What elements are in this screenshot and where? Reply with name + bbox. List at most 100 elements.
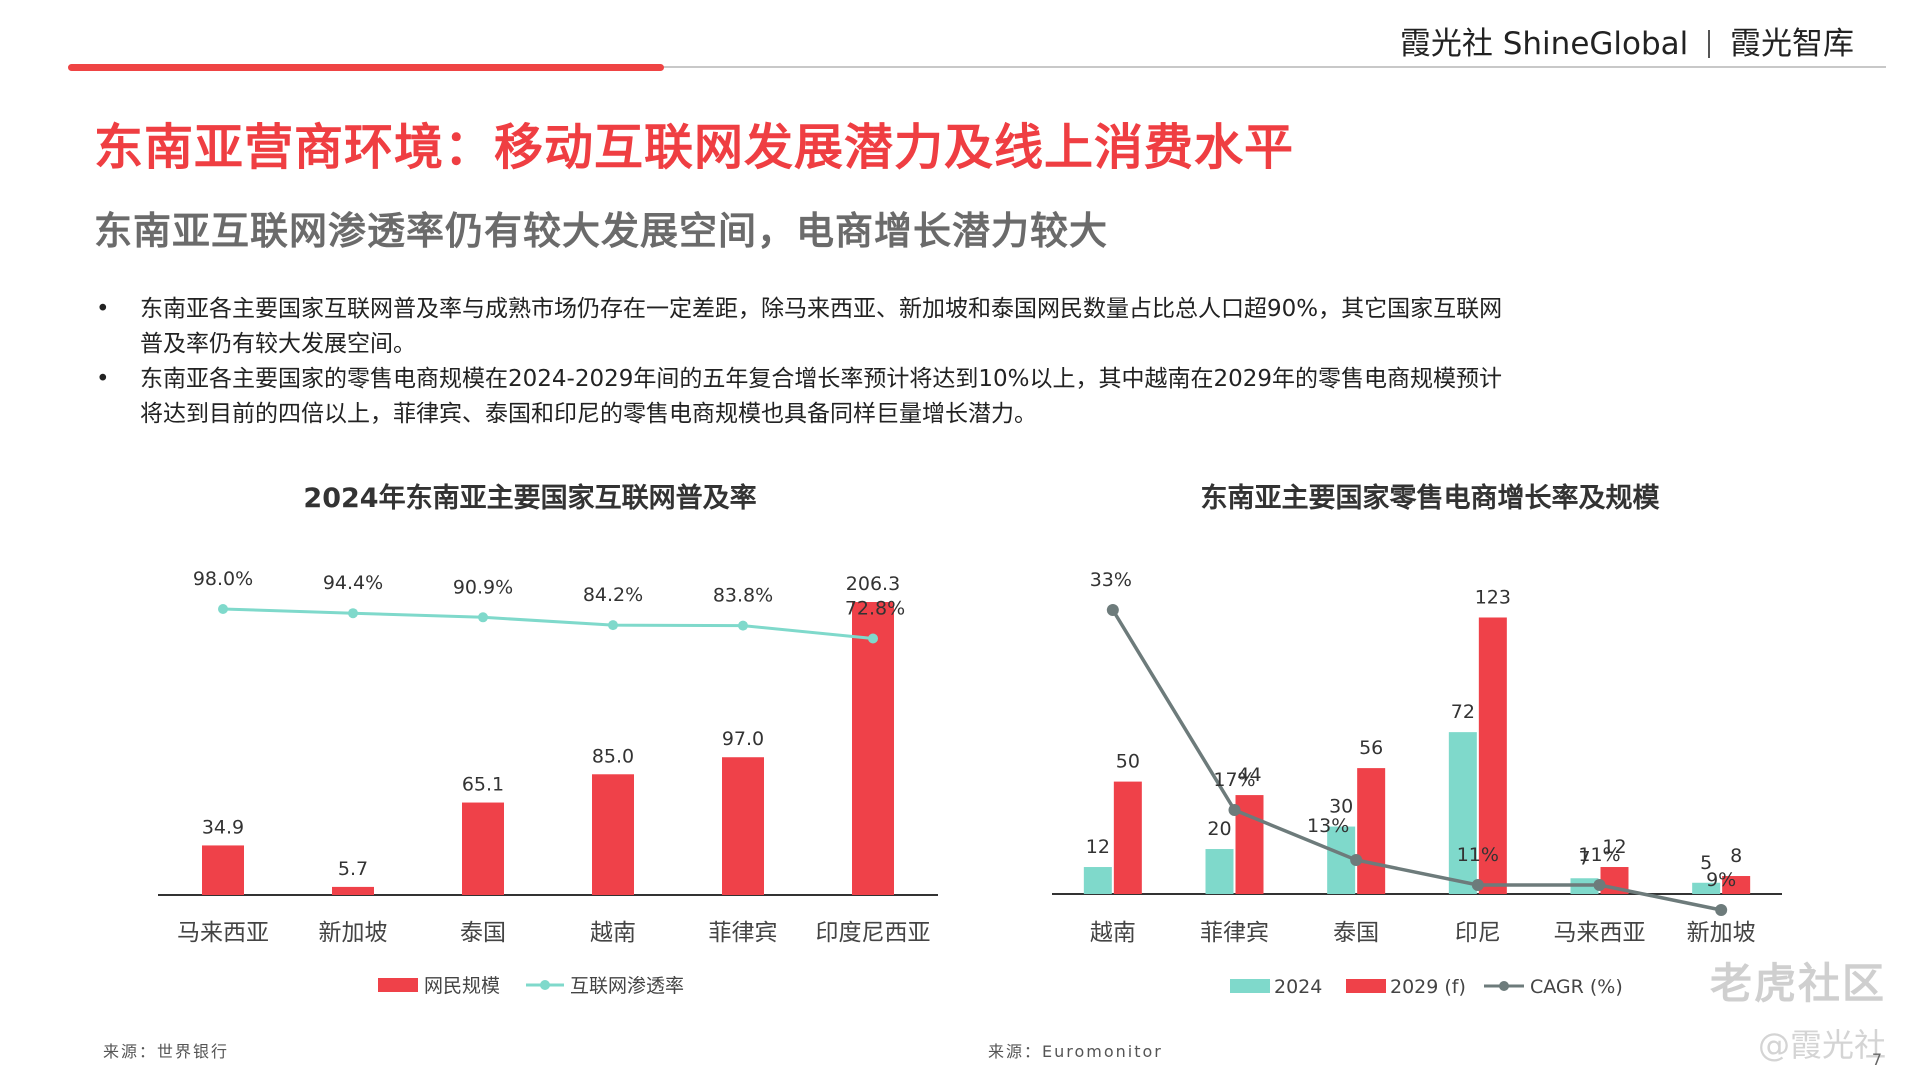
legend-swatch-2024 xyxy=(1230,979,1270,993)
legend-label-2029: 2029 (f) xyxy=(1390,976,1466,998)
bar-2024-3 xyxy=(1448,732,1477,894)
bar-2029-label-0: 50 xyxy=(1116,751,1140,773)
chart1-source: 来源：世界银行 xyxy=(103,1042,230,1061)
bar-2024-label-5: 5 xyxy=(1700,852,1712,874)
bar-2029-0 xyxy=(1113,781,1142,894)
bar-2024-label-1: 20 xyxy=(1207,818,1231,840)
line-point-3 xyxy=(608,620,618,631)
chart2-title: 东南亚主要国家零售电商增长率及规模 xyxy=(1200,483,1660,514)
bullet-line: 将达到目前的四倍以上，菲律宾、泰国和印尼的零售电商规模也具备同样巨量增长潜力。 xyxy=(140,401,1037,427)
bullet-line: 普及率仍有较大发展空间。 xyxy=(140,331,416,357)
legend-marker-cagr xyxy=(1499,981,1509,991)
cagr-label-4: 11% xyxy=(1578,844,1620,866)
line-label-4: 83.8% xyxy=(713,585,773,607)
line-label-1: 94.4% xyxy=(323,572,383,594)
cagr-point-1 xyxy=(1228,804,1241,816)
bar-label-4: 97.0 xyxy=(722,728,764,750)
bar-2 xyxy=(462,802,504,895)
bar-4 xyxy=(722,757,764,895)
line-point-4 xyxy=(738,620,748,631)
legend-label-bar: 网民规模 xyxy=(424,975,500,997)
bar-2024-1 xyxy=(1205,849,1234,894)
brand-divider xyxy=(1708,30,1711,58)
chart1-svg: 34.9 马来西亚 5.7 新加坡 65.1 泰国 85.0 越南 97.0 菲律宾 206.3 印度… xyxy=(158,568,938,997)
x-tick-label-4: 菲律宾 xyxy=(709,920,778,946)
bar-2024-label-0: 12 xyxy=(1086,836,1110,858)
x-tick-label-0: 越南 xyxy=(1090,920,1136,946)
line-point-2 xyxy=(478,612,488,623)
line-label-3: 84.2% xyxy=(583,584,643,606)
cagr-label-3: 11% xyxy=(1457,844,1499,866)
bar-5 xyxy=(852,602,894,895)
legend-swatch-2029 xyxy=(1346,979,1386,993)
x-tick-label-0: 马来西亚 xyxy=(177,920,269,946)
brand-en: ShineGlobal xyxy=(1502,26,1689,62)
x-tick-label-3: 印尼 xyxy=(1455,920,1501,946)
page-title: 东南亚营商环境：移动互联网发展潜力及线上消费水平 xyxy=(94,119,1295,176)
bullet-marker: • xyxy=(96,296,110,322)
legend-label-cagr: CAGR (%) xyxy=(1530,976,1623,998)
bar-2024-0 xyxy=(1083,867,1112,894)
cagr-point-0 xyxy=(1106,604,1119,616)
cagr-line xyxy=(1111,609,1722,912)
bar-label-2: 65.1 xyxy=(462,774,504,796)
bar-label-0: 34.9 xyxy=(202,816,244,838)
bullet-marker: • xyxy=(96,366,110,392)
watermark: 老虎社区 xyxy=(1709,959,1886,1008)
legend-marker-line xyxy=(540,980,550,990)
bullet-item: • 东南亚各主要国家互联网普及率与成熟市场仍存在一定差距，除马来西亚、新加坡和泰… xyxy=(96,292,1756,362)
x-tick-label-1: 菲律宾 xyxy=(1200,920,1269,946)
line-point-0 xyxy=(218,604,228,614)
x-tick-label-2: 泰国 xyxy=(460,920,506,946)
cagr-label-5: 9% xyxy=(1706,869,1736,891)
brand-second: 霞光智库 xyxy=(1730,26,1854,62)
bar-1 xyxy=(332,886,374,895)
brand-main: 霞光社 xyxy=(1399,26,1493,62)
bar-2024-5 xyxy=(1692,882,1721,894)
line-point-5 xyxy=(868,633,878,644)
bar-2029-label-3: 123 xyxy=(1475,586,1511,608)
legend-swatch-bar xyxy=(378,978,418,992)
cagr-point-4 xyxy=(1593,879,1606,891)
x-tick-label-4: 马来西亚 xyxy=(1554,920,1646,946)
line-series xyxy=(222,607,874,640)
legend-label-2024: 2024 xyxy=(1274,976,1322,998)
x-tick-label-5: 印度尼西亚 xyxy=(816,920,931,946)
page-subtitle: 东南亚互联网渗透率仍有较大发展空间，电商增长潜力较大 xyxy=(94,209,1109,253)
bar-2024-label-4: 7 xyxy=(1578,847,1590,869)
watermark-handle: @霞光社 xyxy=(1757,1026,1886,1064)
bar-2024-label-2: 30 xyxy=(1329,796,1353,818)
header-accent-bar xyxy=(68,64,664,71)
x-tick-label-2: 泰国 xyxy=(1333,920,1379,946)
bullet-line: 东南亚各主要国家的零售电商规模在2024-2029年间的五年复合增长率预计将达到… xyxy=(140,366,1503,392)
bar-label-3: 85.0 xyxy=(592,745,634,767)
chart2-svg: 12 50 越南 20 44 菲律宾 30 56 泰国 72 123 印尼 7 12 马来西亚 5 8 新加坡 33… xyxy=(1052,569,1782,998)
bar-0 xyxy=(202,845,244,895)
legend-label-line: 互联网渗透率 xyxy=(570,975,684,997)
bar-2029-2 xyxy=(1357,768,1386,894)
line-point-1 xyxy=(348,608,358,619)
bullet-item: • 东南亚各主要国家的零售电商规模在2024-2029年间的五年复合增长率预计将… xyxy=(96,362,1756,432)
page-number: 7 xyxy=(1871,1050,1882,1069)
bar-label-5: 206.3 xyxy=(846,573,900,595)
cagr-point-3 xyxy=(1471,879,1484,891)
bullet-line: 东南亚各主要国家互联网普及率与成熟市场仍存在一定差距，除马来西亚、新加坡和泰国网… xyxy=(140,296,1503,322)
bar-label-1: 5.7 xyxy=(338,858,368,880)
line-label-0: 98.0% xyxy=(193,568,253,590)
bar-2029-label-2: 56 xyxy=(1359,737,1383,759)
line-label-5: 72.8% xyxy=(845,597,905,619)
chart1-title: 2024年东南亚主要国家互联网普及率 xyxy=(303,483,757,514)
bar-2024-label-3: 72 xyxy=(1451,701,1475,723)
bar-2029-5 xyxy=(1722,876,1751,894)
x-tick-label-3: 越南 xyxy=(590,920,636,946)
cagr-point-2 xyxy=(1350,854,1363,866)
brand-logo: 霞光社 ShineGlobal 霞光智库 xyxy=(1400,18,1854,63)
cagr-label-0: 33% xyxy=(1090,569,1132,591)
x-tick-label-1: 新加坡 xyxy=(319,920,388,946)
x-tick-label-5: 新加坡 xyxy=(1687,920,1756,946)
line-label-2: 90.9% xyxy=(453,576,513,598)
chart2-source: 来源：Euromonitor xyxy=(988,1042,1163,1061)
bar-2029-label-4: 12 xyxy=(1602,836,1626,858)
cagr-label-2: 13% xyxy=(1307,815,1349,837)
cagr-label-1: 17% xyxy=(1213,769,1255,791)
